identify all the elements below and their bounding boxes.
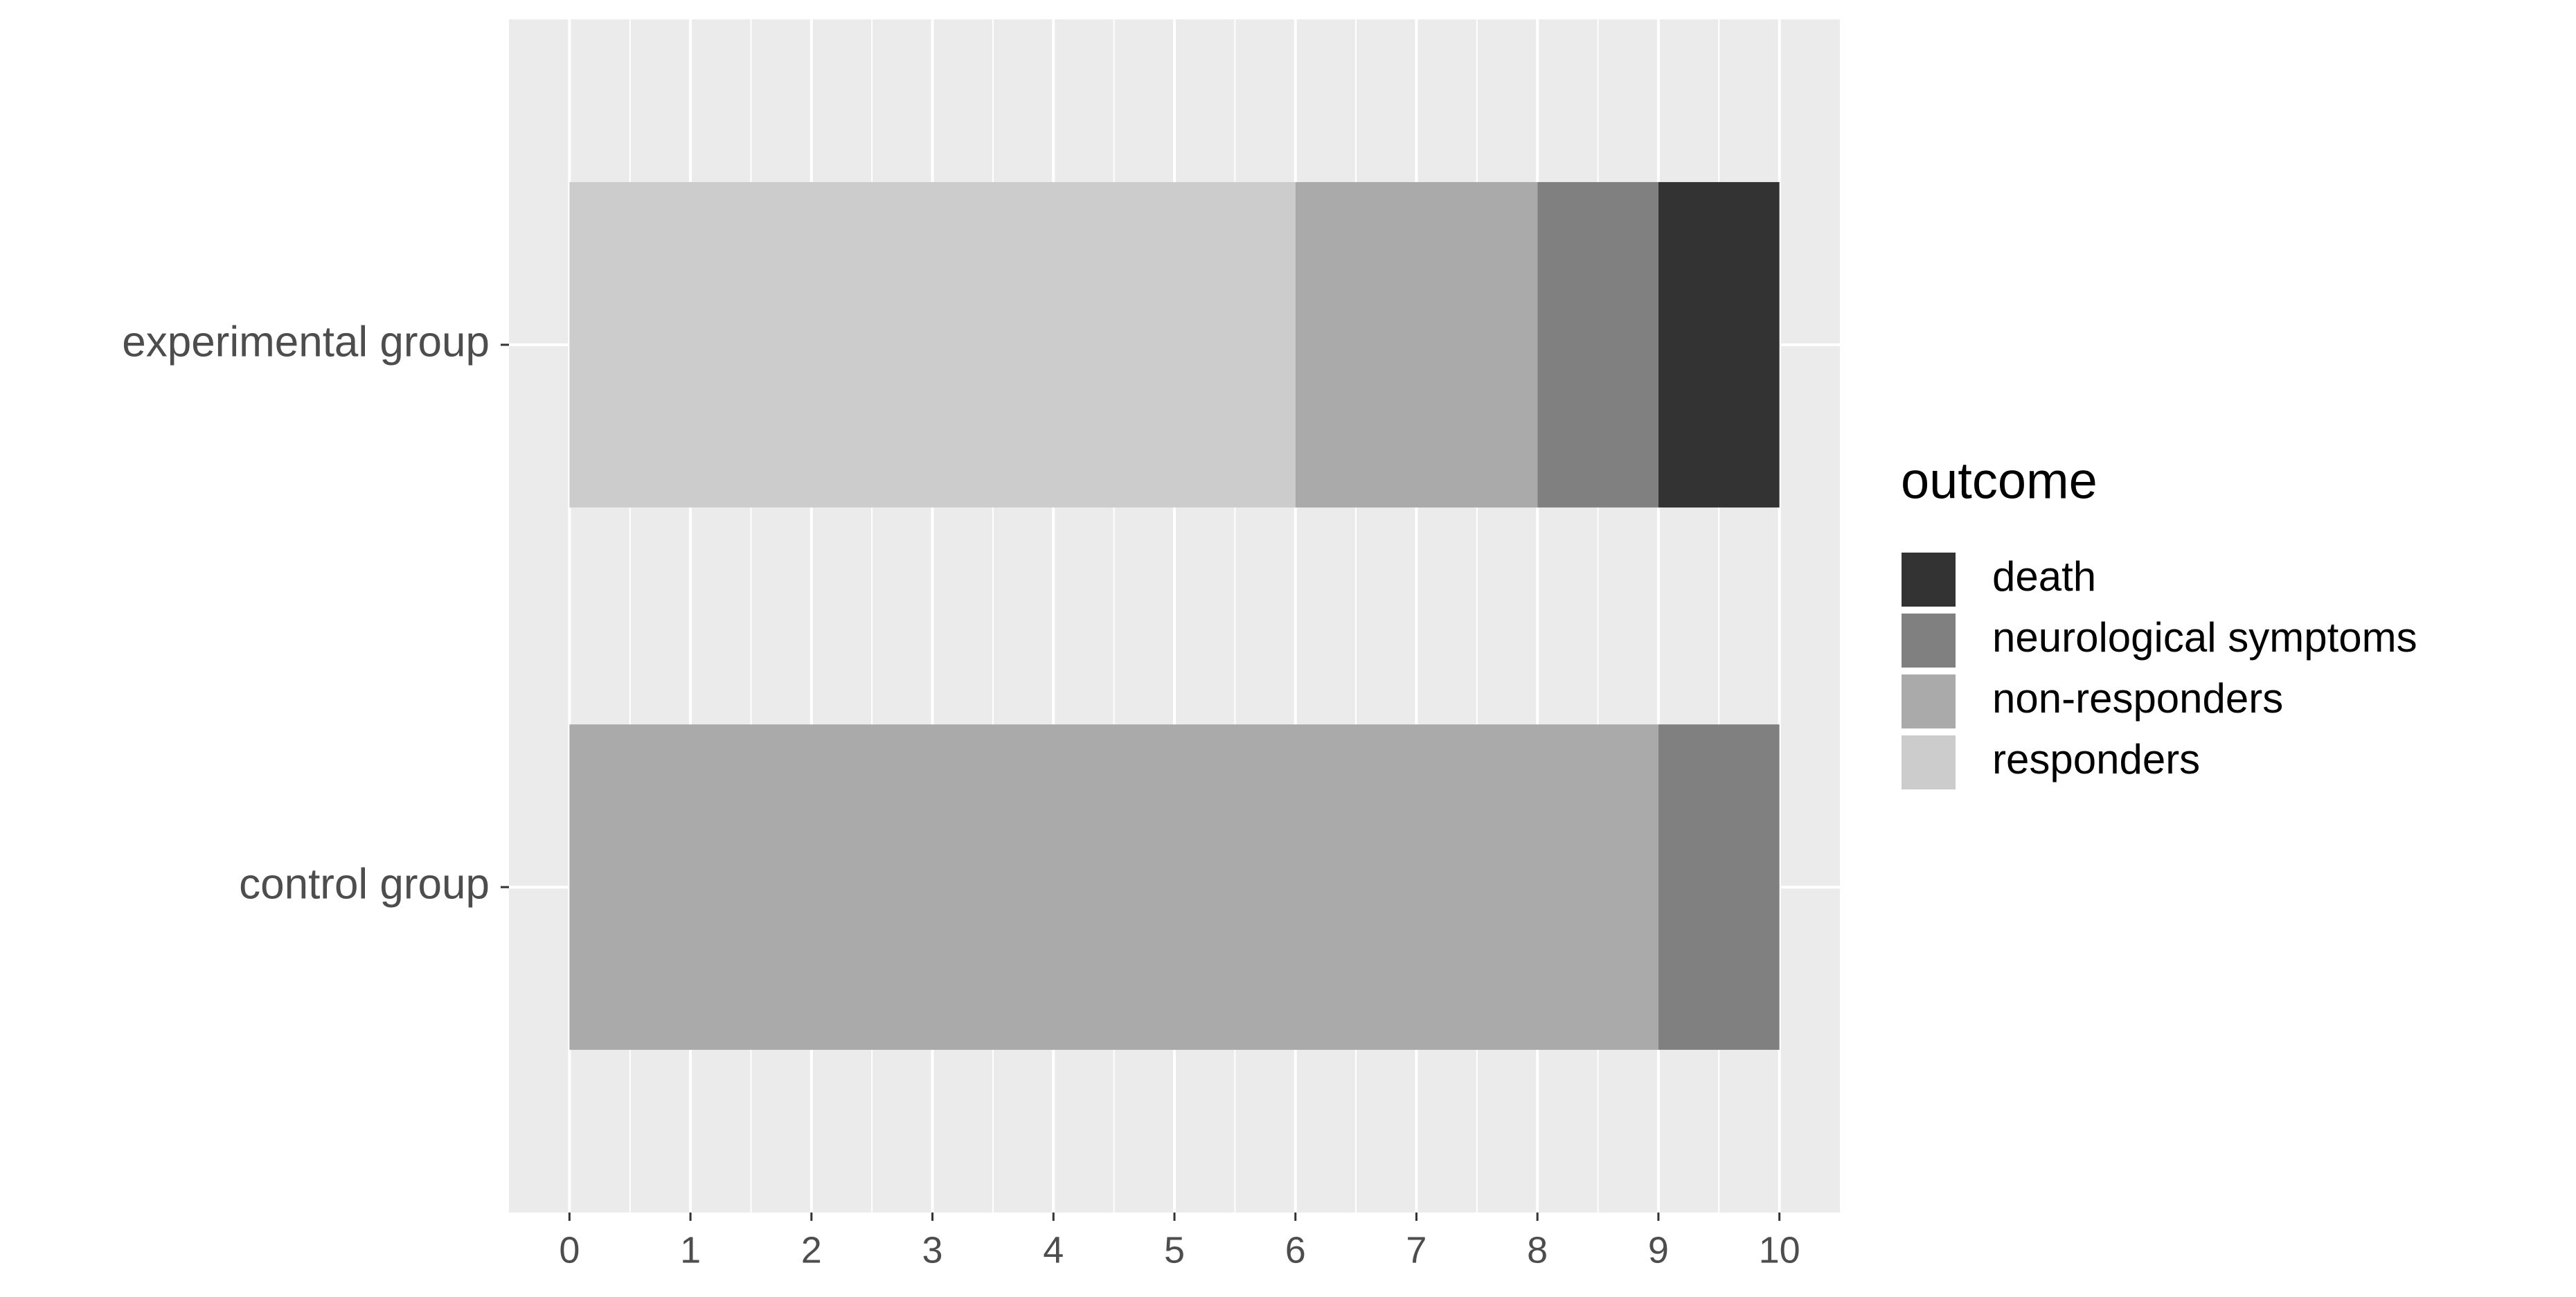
legend-label: neurological symptoms xyxy=(1992,614,2417,661)
x-tick-label: 3 xyxy=(922,1229,943,1271)
x-tick-label: 5 xyxy=(1164,1229,1185,1271)
legend-key xyxy=(1900,612,1957,669)
y-tick-label: experimental group xyxy=(122,318,490,366)
legend-title: outcome xyxy=(1901,452,2098,510)
bar-segment xyxy=(1658,181,1780,508)
x-tick-label: 2 xyxy=(801,1229,822,1271)
x-tick-label: 7 xyxy=(1406,1229,1426,1271)
x-tick-label: 0 xyxy=(559,1229,580,1271)
legend-label: non-responders xyxy=(1992,675,2283,722)
x-tick-label: 6 xyxy=(1285,1229,1306,1271)
bar-segment xyxy=(1537,181,1658,508)
x-tick-label: 8 xyxy=(1527,1229,1548,1271)
x-tick-label: 9 xyxy=(1648,1229,1669,1271)
legend-key xyxy=(1900,734,1957,791)
x-tick-label: 4 xyxy=(1043,1229,1064,1271)
bar-segment xyxy=(1295,181,1538,508)
legend-key xyxy=(1900,551,1957,608)
legend-label: responders xyxy=(1992,736,2200,782)
legend-key xyxy=(1900,673,1957,730)
bar-segment xyxy=(569,181,1296,508)
y-tick-label: control group xyxy=(239,860,490,908)
x-tick-label: 1 xyxy=(680,1229,701,1271)
bar-segment xyxy=(569,724,1658,1050)
x-tick-label: 10 xyxy=(1759,1229,1800,1271)
legend-label: death xyxy=(1992,553,2096,600)
bar-segment xyxy=(1658,724,1780,1050)
